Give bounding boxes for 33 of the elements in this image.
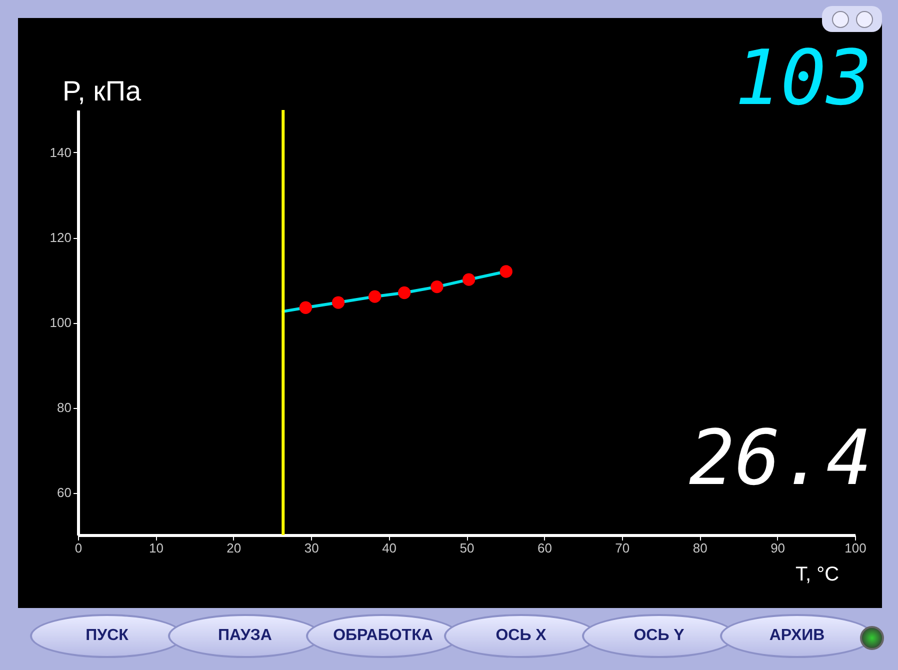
point [332, 296, 345, 309]
point [430, 280, 444, 294]
point [299, 301, 312, 314]
annotation: 26.4 [688, 413, 872, 502]
point [500, 265, 512, 278]
x-tick-label: 90 [770, 540, 786, 556]
y-tick-label: 60 [57, 485, 72, 500]
point [398, 286, 411, 300]
x-tick-label: 10 [148, 540, 164, 556]
y-tick-label: 80 [57, 400, 72, 415]
text: ОБРАБОТКА [306, 614, 460, 658]
text: ОСЬ X [444, 614, 598, 658]
y-axis-title: P, кПа [62, 76, 142, 106]
text: АРХИВ [720, 614, 874, 658]
point [462, 273, 476, 286]
x-tick-label: 100 [844, 540, 866, 556]
text: ПУСК [30, 614, 184, 658]
x-tick-label: 30 [304, 540, 319, 556]
x-tick-label: 60 [537, 540, 552, 556]
y-tick-label: 140 [50, 145, 72, 160]
x-tick-label: 70 [615, 540, 630, 556]
x-tick-label: 80 [692, 540, 708, 556]
y-tick-label: 100 [50, 315, 72, 330]
x-tick-label: 50 [460, 540, 474, 556]
text: ОСЬ Y [582, 614, 736, 658]
x-axis-title: T, °C [796, 564, 840, 586]
x-tick-label: 40 [382, 540, 397, 556]
point [368, 290, 382, 303]
annotation: 103 [734, 33, 872, 122]
y-tick-label: 120 [50, 230, 72, 245]
x-tick-label: 0 [74, 540, 82, 556]
text: ПАУЗА [168, 614, 322, 658]
x-tick-label: 20 [226, 540, 242, 556]
